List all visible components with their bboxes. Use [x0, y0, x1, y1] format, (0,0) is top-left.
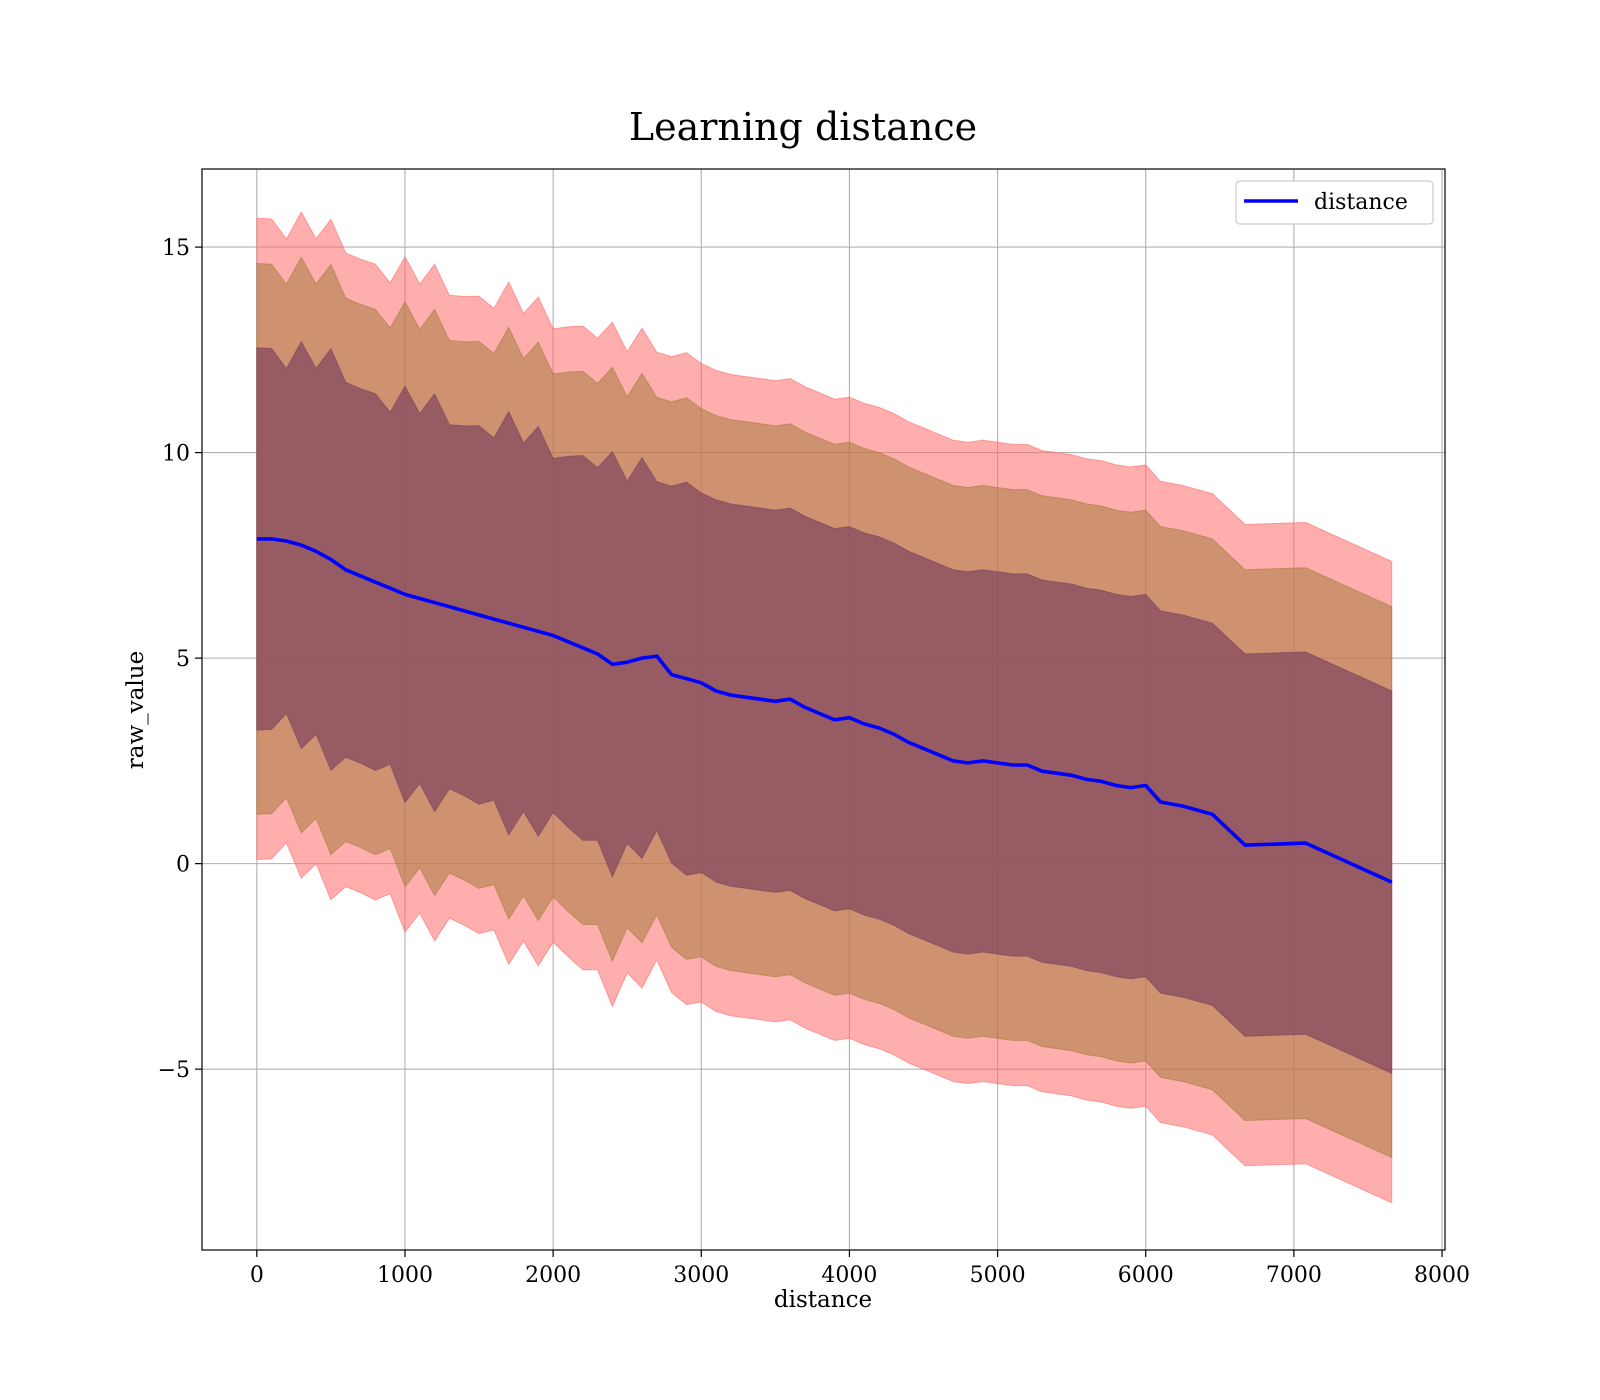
- y-axis-label: raw_value: [123, 651, 149, 769]
- confidence-bands: [256, 211, 1393, 1204]
- legend-entry-distance: distance: [1314, 190, 1408, 215]
- y-tick-label: 5: [176, 647, 190, 672]
- x-tick-label: 6000: [1118, 1263, 1174, 1288]
- y-tick-label: −5: [158, 1058, 190, 1083]
- series-lines: [256, 537, 1393, 884]
- x-tick-label: 1000: [377, 1263, 433, 1288]
- x-tick-label: 7000: [1266, 1263, 1322, 1288]
- x-tick-label: 2000: [525, 1263, 581, 1288]
- x-axis-label: distance: [774, 1287, 872, 1313]
- plot-area-frame: [201, 168, 1446, 1251]
- y-tick-label: 15: [162, 236, 190, 261]
- x-tick-label: 8000: [1414, 1263, 1470, 1288]
- legend-box: [1235, 180, 1434, 225]
- x-tick-label: 3000: [673, 1263, 729, 1288]
- x-axis-ticks: 0 1000 2000 3000 4000 5000 6000 7000 8000: [250, 1250, 1470, 1288]
- y-tick-label: 10: [162, 442, 190, 467]
- x-tick-label: 4000: [821, 1263, 877, 1288]
- series-line-distance: [256, 537, 1393, 884]
- chart-title: Learning distance: [629, 105, 977, 149]
- band-inner: [256, 340, 1393, 1075]
- y-axis-ticks: −5 0 5 10 15: [158, 236, 202, 1083]
- y-tick-label: 0: [176, 853, 190, 878]
- x-tick-label: 0: [250, 1263, 264, 1288]
- legend: distance: [1235, 180, 1434, 225]
- x-tick-label: 5000: [970, 1263, 1026, 1288]
